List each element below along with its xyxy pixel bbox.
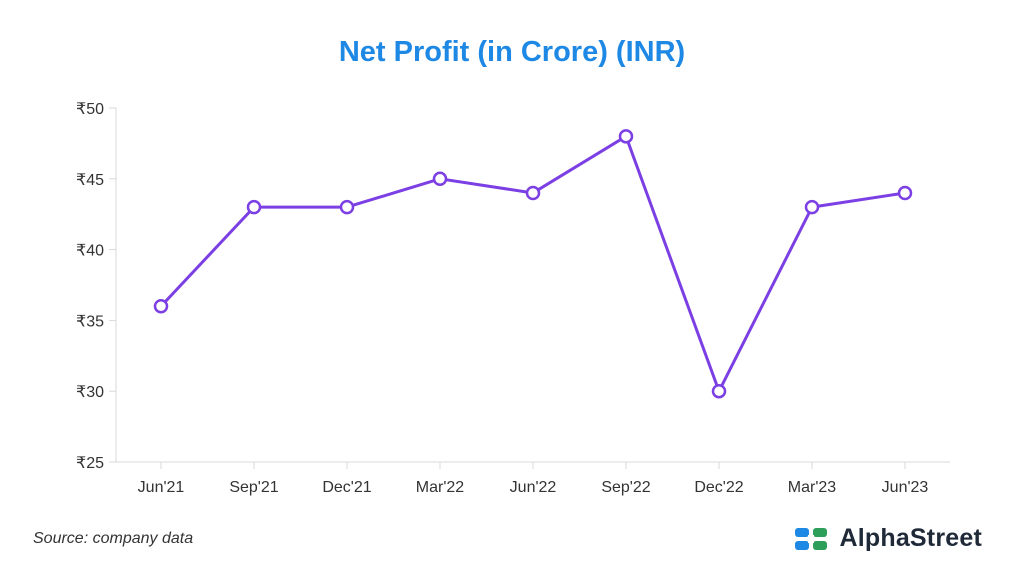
chart-title: Net Profit (in Crore) (INR) (338, 36, 686, 68)
data-point (711, 383, 727, 399)
data-point (432, 171, 448, 187)
x-tick-label: Sep'22 (601, 479, 650, 496)
x-tick-label: Sep'21 (229, 479, 278, 496)
y-tick-label: ₹45 (76, 172, 104, 189)
y-tick-label: ₹50 (76, 101, 104, 118)
data-point (153, 298, 169, 314)
data-point (246, 199, 262, 215)
data-point (525, 185, 541, 201)
x-tick-label: Dec'21 (322, 479, 371, 496)
x-tick-label: Mar'22 (416, 479, 465, 496)
brand-name: AlphaStreet (839, 524, 982, 552)
y-tick-label: ₹30 (76, 384, 104, 401)
x-tick-label: Mar'23 (788, 479, 837, 496)
alphastreet-logo-icon (795, 527, 828, 550)
y-axis-tick-labels: ₹25 ₹30 ₹35 ₹40 ₹45 ₹50 (76, 101, 104, 472)
data-point (897, 185, 913, 201)
x-axis-tick-labels: Jun'21 Sep'21 Dec'21 Mar'22 Jun'22 Sep'22 Dec'… (138, 479, 929, 496)
x-tick-label: Dec'22 (694, 479, 743, 496)
x-tick-label: Jun'22 (510, 479, 557, 496)
y-tick-label: ₹40 (76, 243, 104, 260)
x-tick-label: Jun'23 (882, 479, 929, 496)
y-tick-label: ₹25 (76, 455, 104, 472)
brand-logo: AlphaStreet (793, 524, 982, 553)
x-tick-label: Jun'21 (138, 479, 185, 496)
data-point (618, 129, 634, 144)
y-tick-label: ₹35 (76, 313, 104, 330)
chart-axes (109, 107, 950, 469)
source-note: Source: company data (33, 530, 194, 547)
data-point (804, 199, 820, 215)
series-line (159, 134, 906, 393)
series-net-profit (153, 129, 913, 399)
data-point (339, 199, 355, 215)
